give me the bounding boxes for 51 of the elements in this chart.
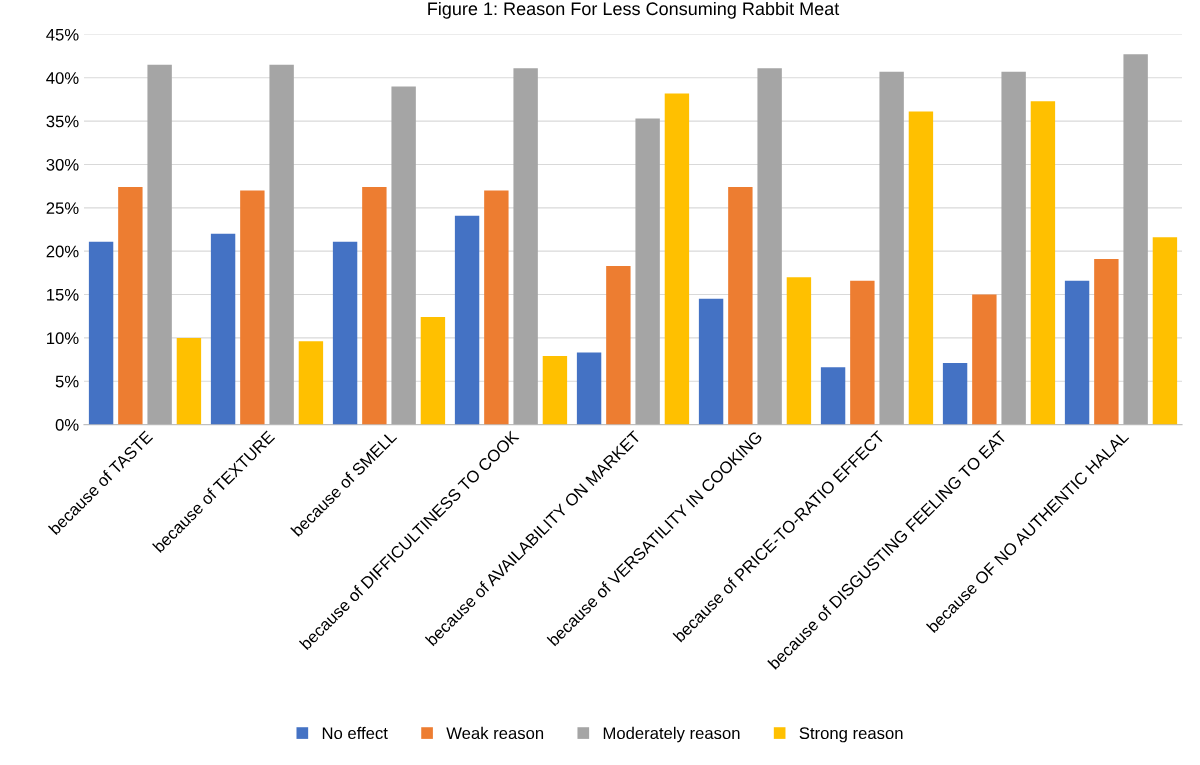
bar [1030, 101, 1056, 425]
bar [332, 241, 358, 425]
bar [635, 118, 660, 425]
bar [1152, 237, 1178, 425]
bar [484, 190, 509, 425]
bar [1064, 280, 1090, 425]
bar [298, 341, 324, 425]
y-tick-label: 30% [46, 158, 79, 171]
bar [908, 111, 934, 425]
bar [942, 363, 968, 425]
y-tick-label: 35% [46, 115, 79, 128]
bar [542, 356, 568, 425]
legend-label: No effect [322, 726, 388, 740]
bar [786, 277, 812, 425]
bar [513, 68, 538, 425]
legend-label: Weak reason [446, 726, 544, 740]
bar [210, 233, 236, 425]
y-tick-label: 25% [46, 202, 79, 215]
bar [240, 190, 265, 425]
bar [454, 215, 480, 425]
bar [269, 64, 294, 425]
chart-title: Figure 1: Reason For Less Consuming Rabbit Meat [428, 1, 840, 19]
bar [118, 187, 143, 425]
bar [176, 337, 202, 425]
bar [757, 68, 782, 425]
bar [972, 294, 997, 425]
y-tick-label: 0% [55, 418, 79, 431]
y-tick-label: 15% [47, 289, 79, 301]
legend-label: Strong reason [799, 727, 903, 743]
bar [820, 367, 846, 425]
bar [606, 265, 631, 425]
bar [698, 298, 724, 425]
bar [1001, 71, 1026, 425]
bar [420, 317, 446, 425]
y-tick-label: 40% [46, 72, 79, 84]
y-tick-label: 45% [46, 28, 79, 41]
bar [728, 187, 753, 425]
bar [879, 71, 904, 425]
bar [1094, 258, 1119, 425]
y-tick-label: 5% [55, 375, 79, 388]
y-tick-label: 10% [47, 332, 79, 345]
bar [88, 241, 114, 425]
bar [576, 352, 602, 425]
bar [391, 86, 416, 425]
bar [850, 280, 875, 425]
legend-label: Moderately reason [603, 726, 740, 743]
bar [147, 64, 172, 425]
bar [1123, 54, 1148, 425]
bar [362, 187, 387, 425]
y-tick-label: 20% [46, 245, 79, 258]
bar [664, 93, 690, 425]
